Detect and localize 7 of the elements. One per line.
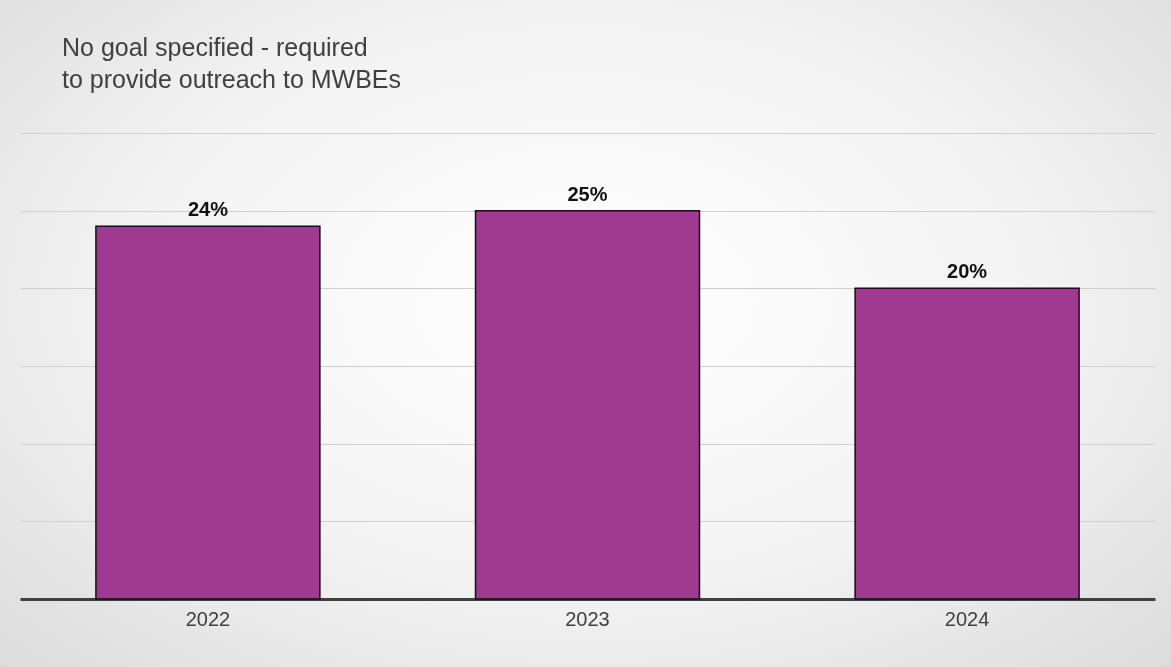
x-tick-label: 2023 xyxy=(565,607,610,630)
data-label: 25% xyxy=(567,182,608,205)
chart-title: No goal specified - required to provide outreach to MWBEs xyxy=(62,33,402,93)
data-label: 24% xyxy=(187,198,229,221)
x-tick-label: 2024 xyxy=(944,607,990,630)
data-label: 20% xyxy=(947,260,988,283)
x-tick-label: 2022 xyxy=(185,607,231,630)
